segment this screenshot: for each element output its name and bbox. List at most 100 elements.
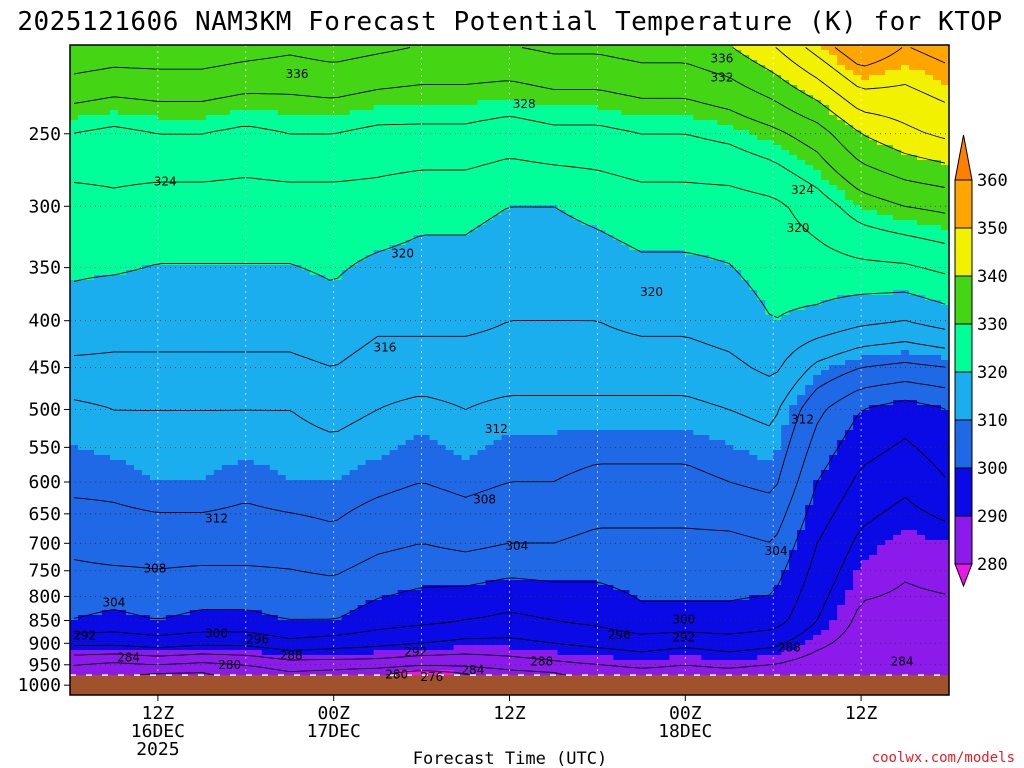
field-cell <box>389 245 630 251</box>
colorbar-segment <box>954 371 973 421</box>
field-cell <box>805 160 942 166</box>
field-cell <box>70 50 742 56</box>
field-cell <box>773 450 838 456</box>
field-cell <box>941 355 949 361</box>
field-cell <box>861 130 949 136</box>
contour-line-352 <box>834 47 946 67</box>
field-cell <box>133 465 223 471</box>
field-cell <box>277 470 351 476</box>
field-cell <box>70 255 367 261</box>
field-cell <box>70 625 830 631</box>
field-cell <box>837 445 949 451</box>
field-cell <box>733 265 949 271</box>
field-cell <box>749 595 846 601</box>
field-cell <box>613 655 670 661</box>
field-cell <box>757 135 870 141</box>
field-cell <box>70 465 135 471</box>
field-cell <box>70 530 798 536</box>
field-cell <box>829 465 949 471</box>
field-cell <box>70 150 790 156</box>
field-cell <box>70 205 511 211</box>
field-cell <box>70 655 614 661</box>
contour-label: 336 <box>710 52 733 66</box>
field-cell <box>853 575 949 581</box>
colorbar-label: 300 <box>977 459 1008 479</box>
field-cell <box>533 100 822 106</box>
field-cell <box>70 515 806 521</box>
field-cell <box>757 655 949 661</box>
field-cell <box>837 605 949 611</box>
x-tick-label: 2025 <box>136 739 179 760</box>
contour-label: 288 <box>778 641 801 655</box>
field-cell <box>797 400 894 406</box>
field-cell <box>909 65 949 71</box>
field-cell <box>70 260 359 266</box>
field-cell <box>805 515 949 521</box>
field-cell <box>837 185 949 191</box>
field-cell <box>70 105 375 111</box>
contour-label: 284 <box>117 651 140 665</box>
field-cell <box>829 105 949 111</box>
field-cell <box>741 275 949 281</box>
field-cell <box>70 425 782 431</box>
field-cell <box>373 105 598 111</box>
field-cell <box>70 380 814 386</box>
field-cell <box>789 550 878 556</box>
field-cell <box>70 490 814 496</box>
field-cell <box>613 235 949 241</box>
y-tick-label: 300 <box>28 196 61 217</box>
field-cell <box>557 430 694 436</box>
field-cell <box>165 615 279 621</box>
field-cell <box>805 510 949 516</box>
field-cell <box>70 75 782 81</box>
contour-label: 292 <box>404 645 427 659</box>
y-tick-label: 400 <box>28 311 61 332</box>
field-cell <box>70 665 949 671</box>
field-cell <box>861 355 942 361</box>
field-cell <box>837 295 926 301</box>
field-cell <box>725 440 782 446</box>
field-cell <box>765 305 806 311</box>
field-cell <box>869 135 949 141</box>
field-cell <box>781 445 838 451</box>
field-cell <box>829 365 949 371</box>
field-cell <box>853 570 949 576</box>
field-cell <box>629 245 949 251</box>
field-cell <box>797 545 878 551</box>
field-cell <box>765 310 790 316</box>
field-cell <box>797 530 902 536</box>
field-cell <box>117 110 231 116</box>
x-tick-label: 17DEC <box>307 721 361 742</box>
field-cell <box>70 345 949 351</box>
field-cell <box>277 615 343 621</box>
field-cell <box>853 70 886 76</box>
field-cell <box>813 635 949 641</box>
field-cell <box>389 450 455 456</box>
field-cell <box>637 595 750 601</box>
field-cell <box>365 460 830 466</box>
field-cell <box>70 145 782 151</box>
field-cell <box>70 605 359 611</box>
contour-label: 292 <box>672 630 695 644</box>
field-cell <box>821 470 949 476</box>
contour-label: 336 <box>286 67 309 81</box>
field-cell <box>573 215 894 221</box>
contour-label: 288 <box>280 648 303 662</box>
field-cell <box>70 170 822 176</box>
field-cell <box>413 235 614 241</box>
field-cell <box>101 610 127 616</box>
field-cell <box>557 205 862 211</box>
field-cell <box>397 590 630 596</box>
field-cell <box>70 470 143 476</box>
field-cell <box>349 110 622 116</box>
field-cell <box>70 610 103 616</box>
field-cell <box>141 470 215 476</box>
field-cell <box>125 270 311 276</box>
field-cell <box>70 390 806 396</box>
field-cell <box>853 425 949 431</box>
field-cell <box>837 55 949 61</box>
field-cell <box>749 280 949 286</box>
y-tick-label: 1000 <box>18 675 61 696</box>
field-cell <box>477 225 598 231</box>
contour-line-308 <box>73 361 946 523</box>
